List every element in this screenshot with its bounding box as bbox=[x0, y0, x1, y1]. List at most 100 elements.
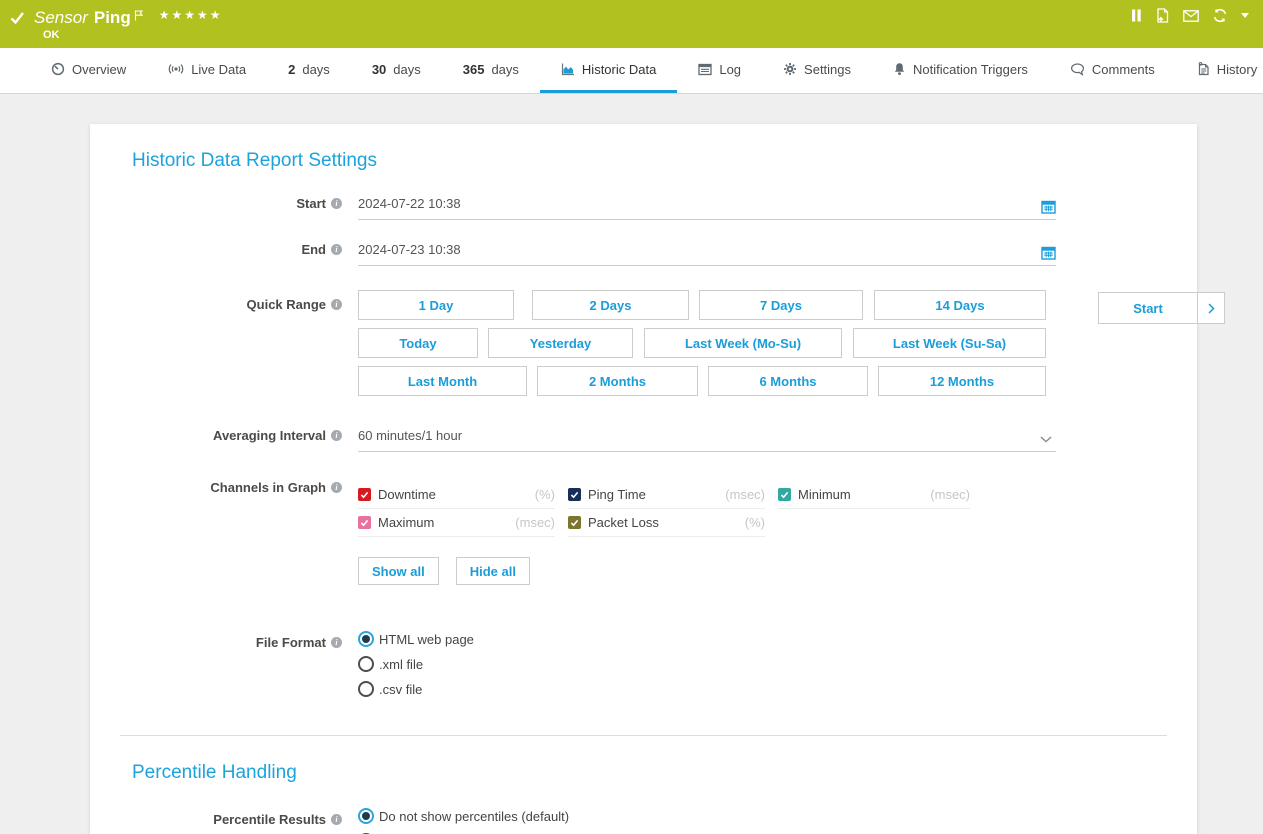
averaging-interval-select[interactable]: 60 minutes/1 hour bbox=[358, 426, 1056, 452]
sensor-tab-bar: Overview Live Data 2 days 30 days 365 da… bbox=[0, 48, 1263, 94]
tab-log[interactable]: Log bbox=[677, 48, 762, 93]
tab-label: Comments bbox=[1091, 61, 1155, 77]
quick-range-yesterday-button[interactable]: Yesterday bbox=[488, 328, 633, 358]
tab-30-days[interactable]: 30 days bbox=[351, 48, 442, 93]
gauge-icon bbox=[51, 62, 65, 76]
info-icon[interactable] bbox=[331, 429, 342, 441]
checkbox-checked[interactable] bbox=[358, 488, 371, 501]
channels-label: Channels in Graph bbox=[210, 479, 326, 495]
channel-maximum: Maximum (msec) bbox=[358, 514, 555, 537]
tab-365-days[interactable]: 365 days bbox=[442, 48, 540, 93]
quick-range-1-day-button[interactable]: 1 Day bbox=[358, 290, 514, 320]
option-label: HTML web page bbox=[379, 631, 474, 647]
info-icon[interactable] bbox=[331, 636, 342, 648]
radio-unselected[interactable] bbox=[358, 681, 374, 697]
checkbox-checked[interactable] bbox=[568, 516, 581, 529]
info-icon[interactable] bbox=[331, 813, 342, 825]
quick-range-last-month-button[interactable]: Last Month bbox=[358, 366, 527, 396]
quick-range-7-days-button[interactable]: 7 Days bbox=[699, 290, 863, 320]
tab-number: 365 bbox=[462, 61, 485, 77]
end-date-value: 2024-07-23 10:38 bbox=[358, 242, 461, 257]
file-format-row: File Format HTML web page .xml file .c bbox=[132, 631, 1167, 697]
tab-comments[interactable]: Comments bbox=[1049, 48, 1176, 93]
tab-number: 2 bbox=[288, 61, 296, 77]
flag-icon[interactable] bbox=[134, 6, 143, 26]
file-format-label: File Format bbox=[255, 634, 326, 650]
channels-row: Channels in Graph Downtime (%) Ping Time… bbox=[132, 478, 1167, 585]
file-format-csv-option[interactable]: .csv file bbox=[358, 681, 474, 697]
tab-overview[interactable]: Overview bbox=[30, 48, 147, 93]
checkbox-checked[interactable] bbox=[568, 488, 581, 501]
start-label: Start bbox=[296, 195, 326, 211]
tab-label: Settings bbox=[804, 61, 852, 77]
caret-down-icon[interactable] bbox=[1241, 13, 1249, 18]
pause-icon[interactable] bbox=[1131, 9, 1142, 22]
calendar-icon[interactable] bbox=[1041, 199, 1056, 214]
report-icon[interactable] bbox=[1155, 8, 1170, 23]
channel-minimum: Minimum (msec) bbox=[778, 486, 970, 509]
tab-number: 30 bbox=[371, 61, 387, 77]
tab-history[interactable]: History bbox=[1176, 48, 1263, 93]
refresh-icon[interactable] bbox=[1212, 8, 1228, 23]
sensor-action-bar bbox=[1131, 8, 1249, 23]
quick-range-last-week-mo-su-button[interactable]: Last Week (Mo-Su) bbox=[644, 328, 842, 358]
quick-range-2-days-button[interactable]: 2 Days bbox=[532, 290, 689, 320]
bell-icon bbox=[893, 62, 906, 76]
email-icon[interactable] bbox=[1183, 9, 1199, 22]
checkbox-checked[interactable] bbox=[358, 516, 371, 529]
quick-range-14-days-button[interactable]: 14 Days bbox=[874, 290, 1046, 320]
quick-range-row: Quick Range 1 Day 2 Days 7 Days 14 Days … bbox=[132, 290, 1167, 396]
tab-historic-data[interactable]: Historic Data bbox=[539, 48, 678, 93]
start-report-button[interactable]: Start bbox=[1098, 292, 1198, 324]
radio-selected[interactable] bbox=[358, 631, 374, 647]
info-icon[interactable] bbox=[331, 298, 342, 310]
quick-range-2-months-button[interactable]: 2 Months bbox=[537, 366, 698, 396]
end-date-input[interactable]: 2024-07-23 10:38 bbox=[358, 240, 1056, 266]
section-divider bbox=[120, 735, 1167, 736]
tab-label: Notification Triggers bbox=[913, 61, 1028, 77]
tab-label: days bbox=[302, 61, 330, 77]
gear-icon bbox=[783, 62, 797, 76]
sensor-name: Ping bbox=[93, 8, 131, 27]
hide-all-button[interactable]: Hide all bbox=[455, 557, 530, 585]
show-all-button[interactable]: Show all bbox=[358, 557, 439, 585]
tab-2-days[interactable]: 2 days bbox=[267, 48, 351, 93]
info-icon[interactable] bbox=[331, 481, 342, 493]
chart-icon bbox=[561, 62, 575, 76]
tab-notification-triggers[interactable]: Notification Triggers bbox=[872, 48, 1049, 93]
start-report-button-group: Start bbox=[1098, 292, 1225, 324]
settings-panel: Historic Data Report Settings Start 2024… bbox=[90, 124, 1197, 834]
option-label: .xml file bbox=[379, 656, 424, 672]
radio-selected[interactable] bbox=[358, 808, 374, 824]
quick-range-last-week-su-sa-button[interactable]: Last Week (Su-Sa) bbox=[853, 328, 1046, 358]
tab-live-data[interactable]: Live Data bbox=[147, 48, 267, 93]
end-row: End 2024-07-23 10:38 bbox=[132, 240, 1167, 266]
status-check-icon bbox=[10, 11, 25, 28]
page-title: Historic Data Report Settings bbox=[132, 150, 377, 171]
chevron-down-icon[interactable] bbox=[1040, 436, 1052, 443]
start-row: Start 2024-07-22 10:38 bbox=[132, 194, 1167, 220]
info-icon[interactable] bbox=[331, 243, 342, 255]
calendar-icon[interactable] bbox=[1041, 245, 1056, 260]
channel-name: Packet Loss bbox=[588, 515, 659, 530]
tab-settings[interactable]: Settings bbox=[762, 48, 872, 93]
priority-stars[interactable]: ★★★★★ bbox=[158, 8, 223, 22]
start-options-button[interactable] bbox=[1197, 292, 1225, 324]
info-icon[interactable] bbox=[331, 197, 342, 209]
radio-unselected[interactable] bbox=[358, 656, 374, 672]
checkbox-checked[interactable] bbox=[778, 488, 791, 501]
file-format-xml-option[interactable]: .xml file bbox=[358, 656, 474, 672]
percentile-hide-option[interactable]: Do not show percentiles (default) bbox=[358, 808, 569, 824]
main-area: Historic Data Report Settings Start 2024… bbox=[0, 94, 1263, 834]
quick-range-6-months-button[interactable]: 6 Months bbox=[708, 366, 868, 396]
channel-unit: (%) bbox=[744, 515, 765, 530]
file-format-html-option[interactable]: HTML web page bbox=[358, 631, 474, 647]
quick-range-12-months-button[interactable]: 12 Months bbox=[878, 366, 1046, 396]
channel-unit: (%) bbox=[534, 487, 555, 502]
status-badge: OK bbox=[43, 29, 60, 41]
quick-range-today-button[interactable]: Today bbox=[358, 328, 478, 358]
tab-label: days bbox=[491, 61, 519, 77]
channel-unit: (msec) bbox=[515, 515, 555, 530]
quick-range-label: Quick Range bbox=[246, 296, 326, 312]
start-date-input[interactable]: 2024-07-22 10:38 bbox=[358, 194, 1056, 220]
